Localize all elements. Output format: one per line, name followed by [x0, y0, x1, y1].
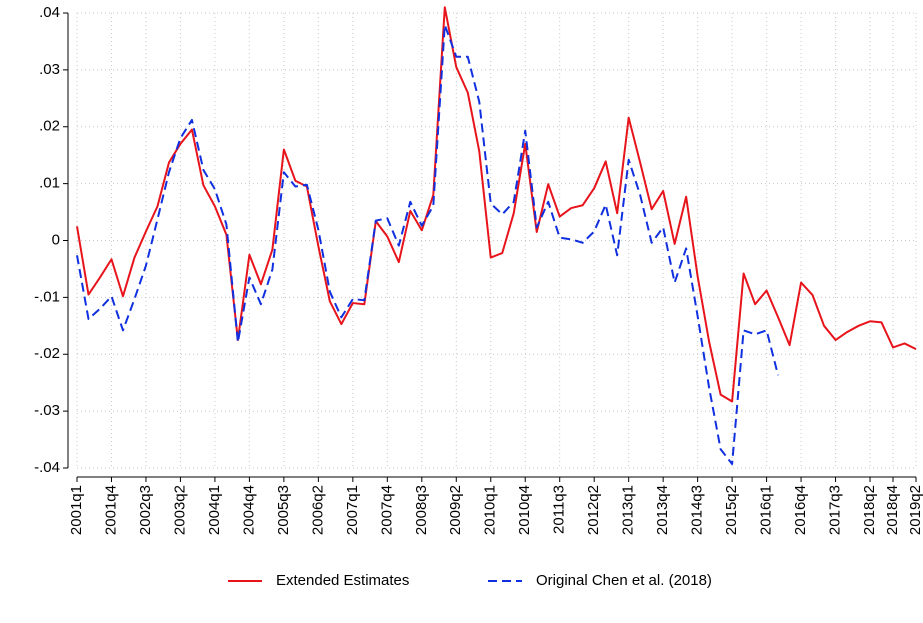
- x-tick-label: 2007q4: [378, 485, 395, 535]
- x-tick-label: 2008q3: [413, 485, 430, 535]
- x-tick-label: 2018q4: [884, 485, 901, 535]
- y-tick-label: .03: [39, 61, 60, 78]
- y-tick-label: -.04: [34, 459, 60, 476]
- x-tick-label: 2019q2: [907, 485, 923, 535]
- x-tick-label: 2017q3: [827, 485, 844, 535]
- y-tick-label: -.03: [34, 402, 60, 419]
- series-line: [76, 23, 780, 466]
- x-tick-label: 2014q3: [689, 485, 706, 535]
- x-tick-label: 2004q4: [240, 485, 257, 535]
- x-tick-label: 2013q1: [620, 485, 637, 535]
- x-tick-label: 2018q2: [861, 485, 878, 535]
- y-tick-label: .01: [39, 175, 60, 192]
- x-tick-label: 2010q4: [516, 485, 533, 535]
- x-tick-label: 2002q3: [137, 485, 154, 535]
- x-tick-label: 2016q4: [792, 485, 809, 535]
- x-tick-label: 2012q2: [585, 485, 602, 535]
- y-tick-label: -.02: [34, 345, 60, 362]
- x-tick-label: 2011q3: [551, 485, 568, 534]
- y-tick-label: .04: [39, 4, 60, 21]
- x-tick-label: 2013q4: [654, 485, 671, 535]
- x-tick-label: 2010q1: [482, 485, 499, 535]
- x-tick-label: 2001q4: [102, 485, 119, 535]
- legend-label: Extended Estimates: [276, 572, 409, 589]
- x-tick-label: 2003q2: [171, 485, 188, 535]
- series-line: [76, 6, 917, 403]
- x-tick-label: 2015q2: [723, 485, 740, 535]
- x-tick-label: 2001q1: [68, 485, 85, 535]
- x-tick-label: 2007q1: [344, 485, 361, 535]
- x-tick-label: 2016q1: [758, 485, 775, 535]
- x-tick-label: 2009q2: [447, 485, 464, 535]
- x-tick-label: 2005q3: [275, 485, 292, 535]
- x-tick-label: 2006q2: [309, 485, 326, 535]
- y-tick-label: 0: [52, 231, 60, 248]
- legend-label: Original Chen et al. (2018): [536, 572, 712, 589]
- x-tick-label: 2004q1: [206, 485, 223, 535]
- y-tick-label: .02: [39, 118, 60, 135]
- y-tick-label: -.01: [34, 288, 60, 305]
